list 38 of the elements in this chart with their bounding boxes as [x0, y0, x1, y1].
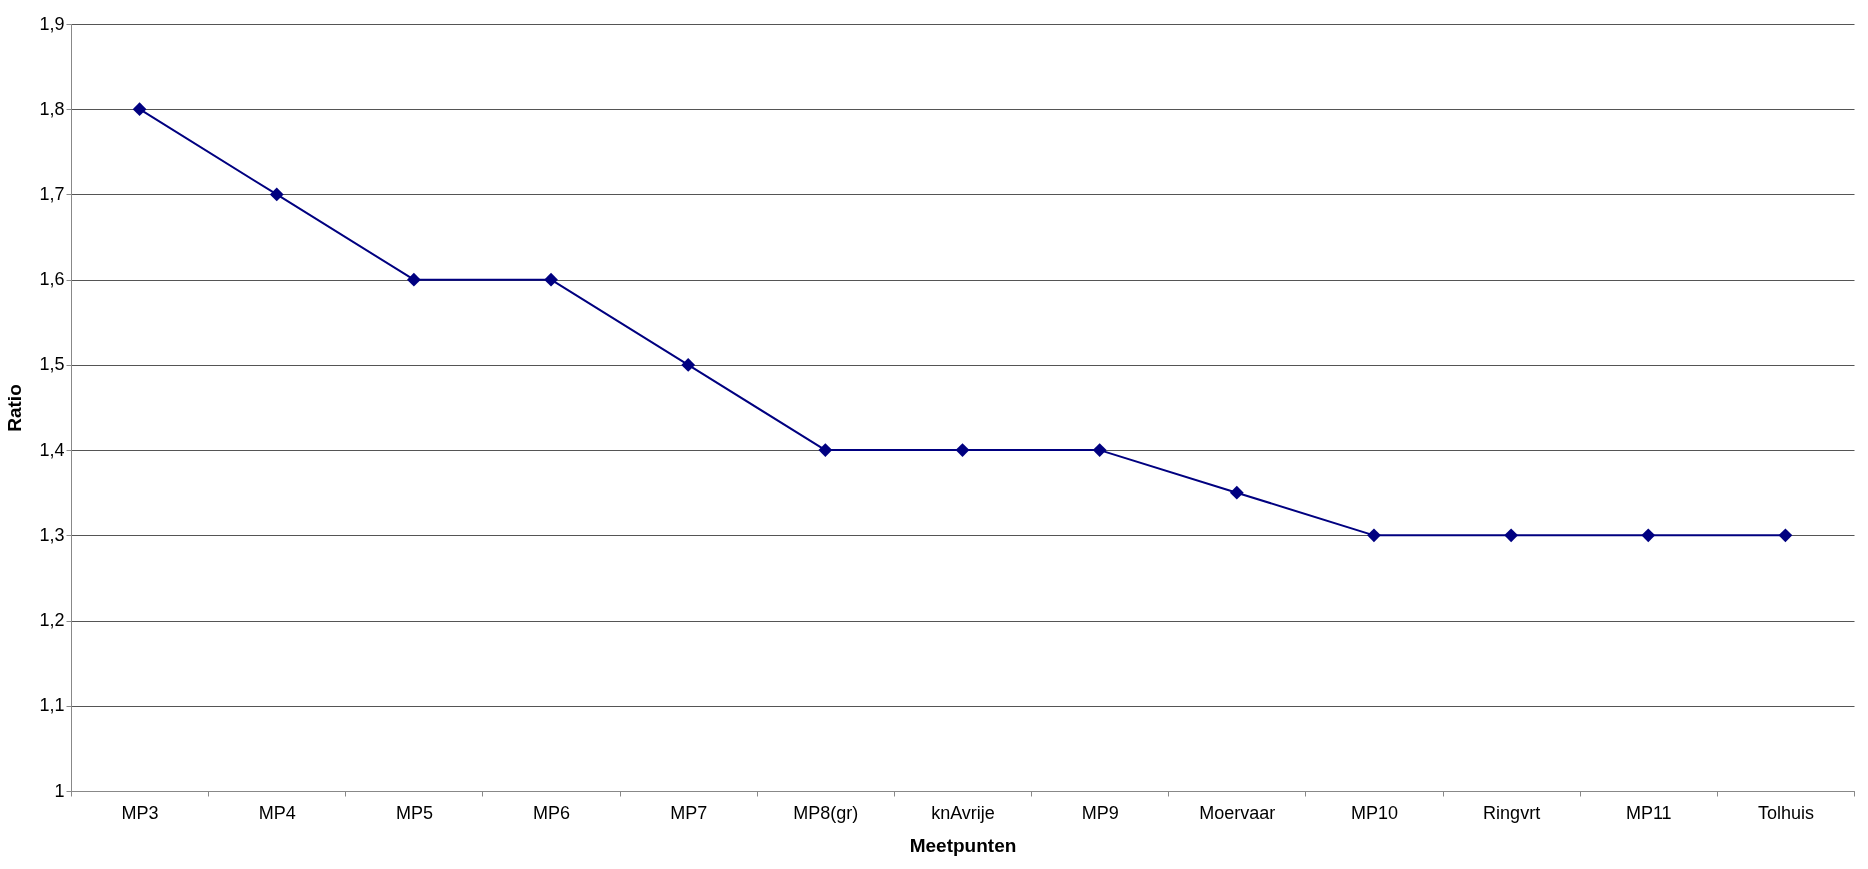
point — [269, 187, 284, 202]
x-axis-title: Meetpunten — [909, 834, 1017, 856]
y-tick-label: 1,9 — [39, 13, 65, 34]
point — [544, 272, 558, 287]
x-tick-label: MP5 — [395, 802, 433, 823]
y-tick-label: 1,1 — [39, 695, 65, 716]
y-tick-label: 1,7 — [39, 183, 65, 204]
x-tick-label: knAvrije — [931, 802, 995, 823]
x-tick-label: MP10 — [1350, 802, 1398, 823]
y-tick-label: 1,6 — [39, 269, 65, 290]
y-axis-title: Ratio — [4, 384, 26, 432]
point — [1778, 528, 1793, 543]
x-tick-label: MP7 — [670, 802, 708, 823]
y-tick-label: 1,3 — [39, 524, 65, 545]
y-tick-label: 1,8 — [39, 98, 65, 119]
point — [1641, 528, 1656, 543]
x-tick-label: MP4 — [258, 802, 296, 823]
x-tick-label: Ringvrt — [1483, 802, 1541, 823]
point — [406, 272, 421, 287]
x-tick-label: MP8(gr) — [793, 802, 859, 823]
point — [1504, 528, 1519, 543]
x-tick-label: MP6 — [533, 802, 571, 823]
point — [1367, 528, 1381, 543]
x-tick-label: Tolhuis — [1757, 802, 1814, 823]
point — [132, 102, 147, 117]
x-tick-label: MP11 — [1625, 802, 1672, 823]
x-tick-label: Moervaar — [1199, 802, 1276, 823]
point — [1229, 485, 1244, 500]
point — [818, 443, 833, 457]
y-tick-label: 1,5 — [39, 354, 65, 375]
y-tick-label: 1 — [54, 780, 65, 801]
y-tick-label: 1,4 — [39, 439, 65, 460]
x-tick-label: MP9 — [1081, 802, 1119, 823]
point — [1092, 443, 1107, 457]
point — [681, 358, 696, 372]
point — [955, 443, 970, 457]
x-tick-label: MP3 — [121, 802, 159, 823]
y-tick-label: 1,2 — [39, 610, 65, 631]
